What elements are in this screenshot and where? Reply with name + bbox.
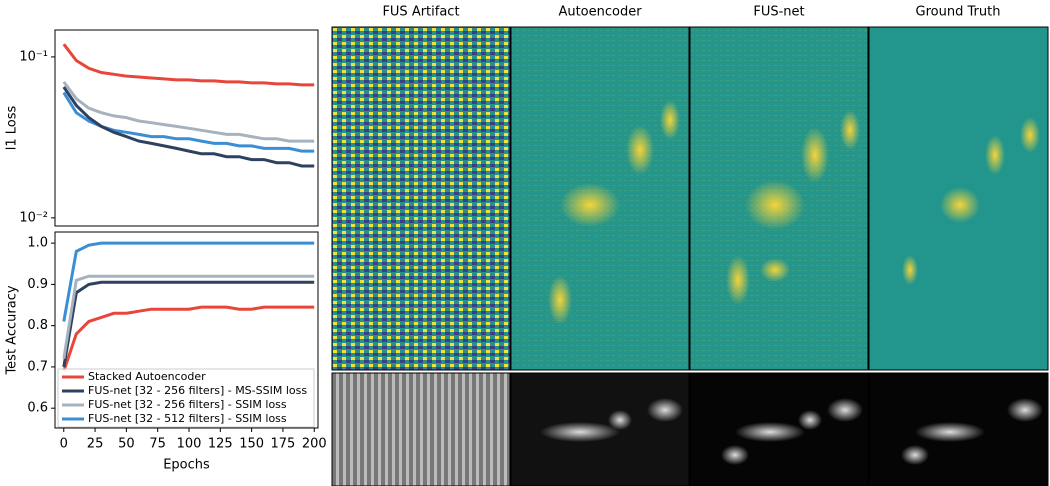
y-tick-label: 0.9	[27, 277, 48, 292]
x-tick-label: 150	[239, 437, 264, 452]
x-tick-label: 200	[302, 437, 327, 452]
panel-title: FUS Artifact	[382, 5, 459, 20]
panel-title: FUS-net	[753, 5, 804, 20]
legend-label: FUS-net [32 - 512 filters] - SSIM loss	[88, 412, 287, 425]
series-line	[62, 86, 315, 168]
x-tick-label: 75	[149, 437, 166, 452]
y-axis-label: l1 Loss	[5, 106, 20, 151]
legend-label: FUS-net [32 - 256 filters] - SSIM loss	[88, 398, 287, 411]
panel-title: Ground Truth	[916, 5, 1001, 20]
series-line	[62, 241, 315, 322]
panel-title: Autoencoder	[558, 5, 642, 20]
y-tick-label: 10⁻¹	[19, 49, 48, 64]
y-tick-label: 10⁻²	[19, 210, 48, 225]
y-tick-label: 0.8	[27, 318, 48, 333]
legend-box	[57, 368, 315, 428]
series-line	[62, 280, 315, 368]
y-axis-label: Test Accuracy	[5, 285, 20, 375]
image	[331, 372, 511, 486]
x-tick-label: 50	[118, 437, 135, 452]
legend-label: FUS-net [32 - 256 filters] - MS-SSIM los…	[88, 384, 307, 397]
y-tick-label: 1.0	[27, 236, 48, 251]
x-tick-label: 0	[60, 437, 68, 452]
y-tick-label: 0.6	[27, 401, 48, 416]
x-tick-label: 25	[87, 437, 104, 452]
x-tick-label: 100	[177, 437, 202, 452]
image	[331, 26, 511, 371]
image-panels	[331, 26, 1049, 486]
image-blobs	[548, 100, 1040, 325]
series-line	[62, 81, 315, 143]
series-line	[62, 305, 315, 372]
image-blobs	[540, 398, 1043, 465]
legend-label: Stacked Autoencoder	[88, 370, 206, 383]
x-tick-label: 125	[208, 437, 233, 452]
series-line	[62, 274, 315, 359]
series-line	[62, 43, 315, 87]
x-tick-label: 175	[271, 437, 296, 452]
x-axis-label: Epochs	[163, 458, 210, 473]
y-tick-label: 0.7	[27, 359, 48, 374]
